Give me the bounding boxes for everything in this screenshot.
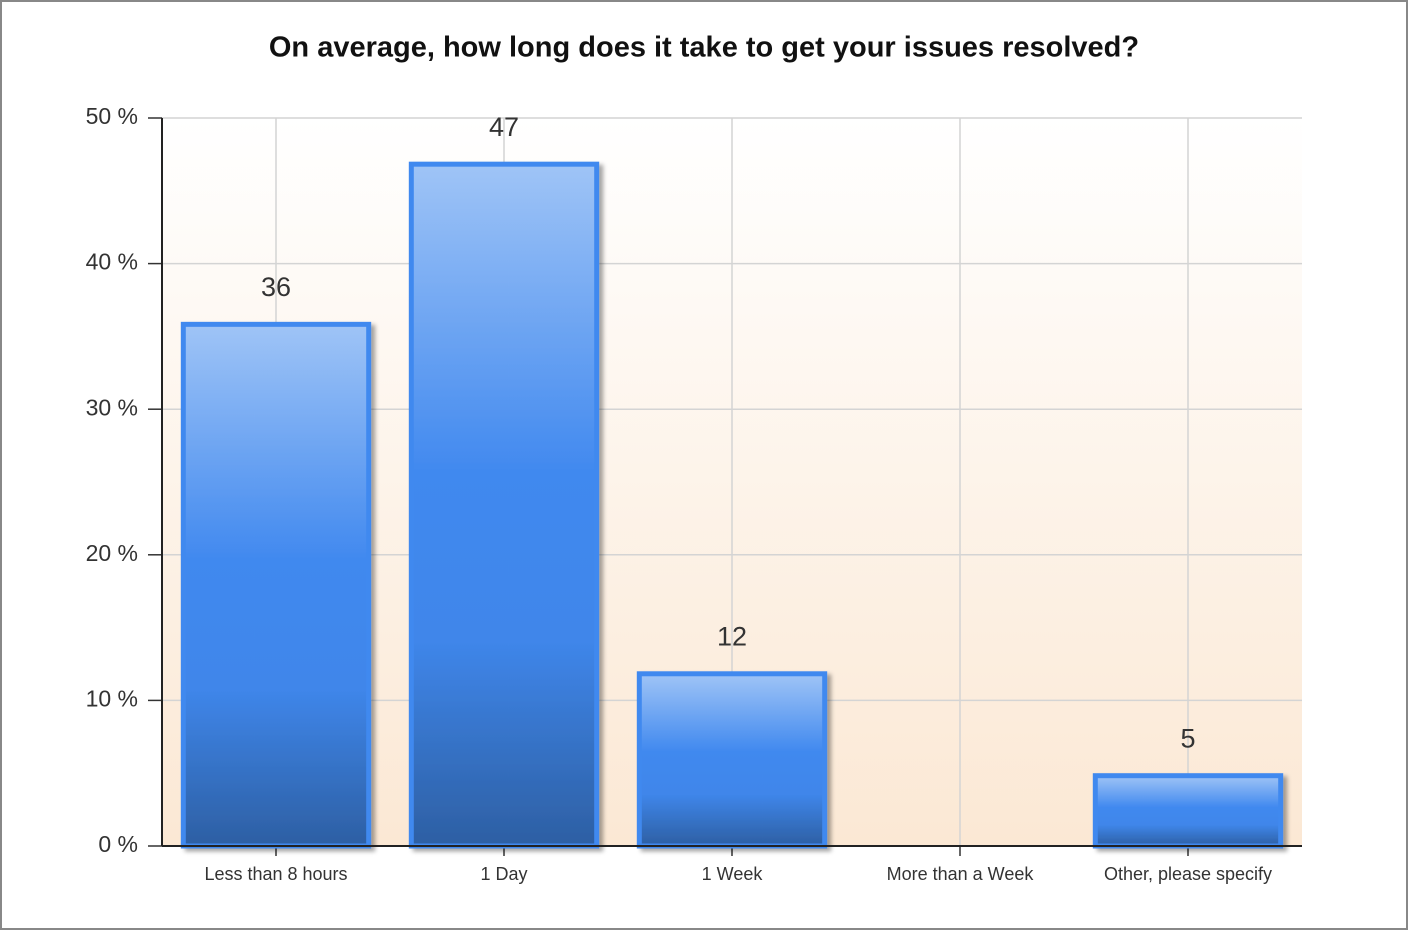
x-tick-label: Less than 8 hours xyxy=(204,864,347,884)
x-tick-label: 1 Day xyxy=(480,864,527,884)
bar xyxy=(1092,773,1284,849)
x-tick-label: 1 Week xyxy=(702,864,764,884)
y-tick-label: 0 % xyxy=(98,831,138,857)
x-tick-label: More than a Week xyxy=(887,864,1035,884)
chart-title: On average, how long does it take to get… xyxy=(269,32,1139,64)
data-label: 12 xyxy=(717,621,747,651)
y-tick-label: 30 % xyxy=(86,394,138,420)
bar xyxy=(180,321,372,849)
data-label: 47 xyxy=(489,112,519,142)
y-tick-label: 20 % xyxy=(86,540,138,566)
y-tick-label: 10 % xyxy=(86,685,138,711)
bar xyxy=(408,161,600,849)
y-tick-label: 50 % xyxy=(86,103,138,129)
x-tick-label: Other, please specify xyxy=(1104,864,1272,884)
bar xyxy=(636,671,828,849)
data-label: 36 xyxy=(261,272,291,302)
y-tick-label: 40 % xyxy=(86,249,138,275)
data-label: 5 xyxy=(1180,723,1195,753)
